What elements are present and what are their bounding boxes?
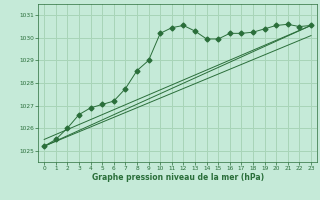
X-axis label: Graphe pression niveau de la mer (hPa): Graphe pression niveau de la mer (hPa): [92, 173, 264, 182]
